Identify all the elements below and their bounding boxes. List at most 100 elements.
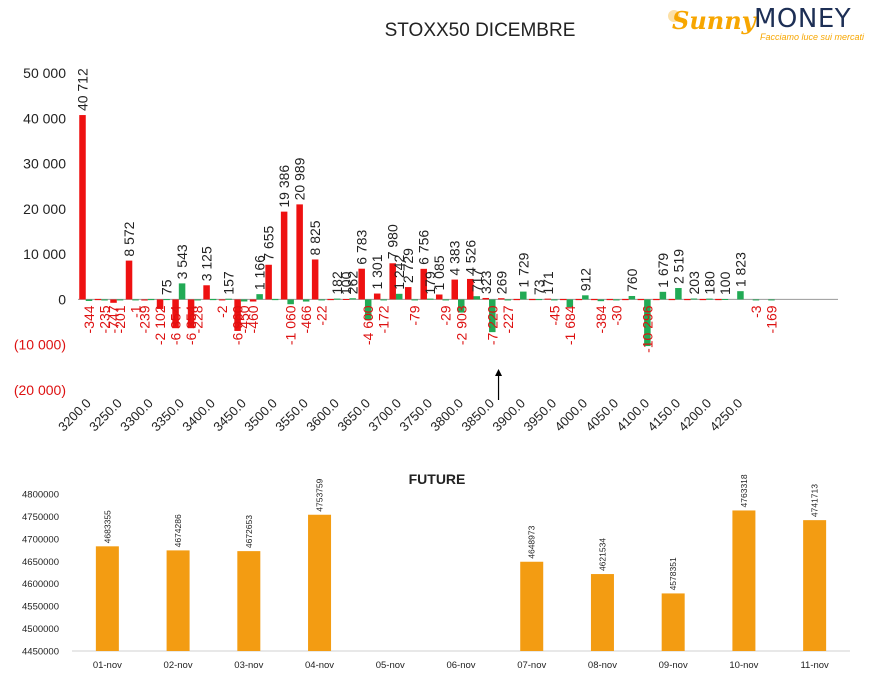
data-label: -239 xyxy=(137,305,153,333)
bar xyxy=(597,299,605,302)
future-x-tick-label: 11-nov xyxy=(800,660,829,671)
future-x-tick-label: 09-nov xyxy=(659,660,688,671)
data-label: 73 xyxy=(531,279,547,295)
bar xyxy=(364,299,372,321)
bar xyxy=(653,298,660,301)
future-data-label: 4674286 xyxy=(173,514,183,547)
bar xyxy=(668,298,676,301)
y-tick-label: 20 000 xyxy=(23,201,66,217)
data-label: 100 xyxy=(338,271,354,295)
y-tick-label: 0 xyxy=(58,291,66,307)
chart-title: STOXX50 DICEMBRE xyxy=(385,20,576,41)
bar xyxy=(551,299,558,301)
bar xyxy=(622,298,629,301)
data-label: 75 xyxy=(159,279,175,295)
future-y-tick-label: 4700000 xyxy=(22,534,59,545)
data-label: 717 xyxy=(469,269,485,293)
bar xyxy=(644,299,651,347)
future-y-tick-label: 4550000 xyxy=(22,602,59,613)
future-y-tick-label: 4800000 xyxy=(22,490,59,501)
bar xyxy=(342,298,350,300)
future-bar xyxy=(520,561,544,651)
logo-sunny-text: Sunny xyxy=(672,6,756,35)
data-label: -228 xyxy=(190,305,206,333)
data-label: 323 xyxy=(478,270,494,294)
data-label: 19 386 xyxy=(276,165,292,208)
bar xyxy=(535,299,543,301)
data-label: 7 655 xyxy=(261,226,277,261)
bar xyxy=(482,297,490,300)
bar xyxy=(349,298,356,300)
data-label: 1 242 xyxy=(391,255,407,290)
bar xyxy=(606,298,614,301)
future-bar xyxy=(732,510,756,651)
bar xyxy=(504,299,512,301)
future-bar xyxy=(237,551,261,651)
data-label: -22 xyxy=(314,305,330,325)
data-label: -6 354 xyxy=(168,305,184,345)
future-x-tick-label: 10-nov xyxy=(729,660,758,671)
future-bar xyxy=(590,574,614,651)
data-label: 4 383 xyxy=(447,240,463,275)
bar xyxy=(141,299,148,301)
bar xyxy=(327,298,334,301)
data-label: -2 xyxy=(214,305,230,318)
future-data-label: 4763318 xyxy=(739,474,749,507)
data-label: -747 xyxy=(106,305,122,333)
bar xyxy=(318,299,325,301)
bar xyxy=(209,298,217,301)
bar xyxy=(225,298,232,300)
sunny-money-logo: Sunny MONEY Facciamo luce sui mercati xyxy=(668,4,868,44)
bar xyxy=(426,298,434,300)
data-label: 8 572 xyxy=(121,221,137,256)
y-tick-label: 10 000 xyxy=(23,246,66,262)
bar xyxy=(101,299,108,301)
data-label: -1 060 xyxy=(283,305,299,345)
bar xyxy=(737,291,744,300)
data-label: -30 xyxy=(608,305,624,325)
bar xyxy=(203,285,210,300)
bar xyxy=(79,115,86,300)
bar xyxy=(690,298,698,300)
bar xyxy=(628,295,636,300)
bar xyxy=(752,299,760,301)
future-x-tick-label: 05-nov xyxy=(376,660,405,671)
future-bar xyxy=(95,546,119,651)
future-bar xyxy=(308,514,332,651)
bar xyxy=(296,204,303,300)
bar xyxy=(147,298,155,301)
data-label: 6 756 xyxy=(416,230,432,265)
future-bar xyxy=(661,593,685,651)
data-label: 6 783 xyxy=(354,229,370,264)
data-label: 1 823 xyxy=(732,252,748,287)
bar xyxy=(380,299,387,301)
data-label: -4 600 xyxy=(360,305,376,345)
future-y-tick-label: 4450000 xyxy=(22,647,59,658)
data-label: -3 xyxy=(748,305,764,318)
future-data-label: 4741713 xyxy=(810,484,820,517)
data-label: 1 679 xyxy=(655,253,671,288)
data-label: 912 xyxy=(577,268,593,292)
future-bar xyxy=(803,520,827,651)
data-label: 100 xyxy=(717,271,733,295)
bar xyxy=(768,299,775,301)
logo-money-text: MONEY xyxy=(754,4,852,34)
future-y-tick-label: 4500000 xyxy=(22,624,59,635)
future-x-tick-label: 03-nov xyxy=(234,660,263,671)
bar xyxy=(311,259,319,300)
data-label: -10 296 xyxy=(639,305,655,353)
bar xyxy=(473,296,481,300)
data-label: -6 354 xyxy=(183,305,199,345)
bar xyxy=(178,283,186,300)
future-bar xyxy=(166,550,190,651)
data-label: -460 xyxy=(245,305,261,333)
bar xyxy=(529,298,536,301)
bar xyxy=(110,299,117,303)
stoxx50-options-chart: STOXX50 DICEMBRE (20 000) (10 000) 0 10 000 2… xyxy=(14,20,838,434)
bar xyxy=(613,299,620,301)
bar xyxy=(498,298,505,300)
sun-icon xyxy=(668,10,680,22)
bar xyxy=(234,299,241,331)
bar xyxy=(389,263,396,300)
bar xyxy=(466,278,474,300)
